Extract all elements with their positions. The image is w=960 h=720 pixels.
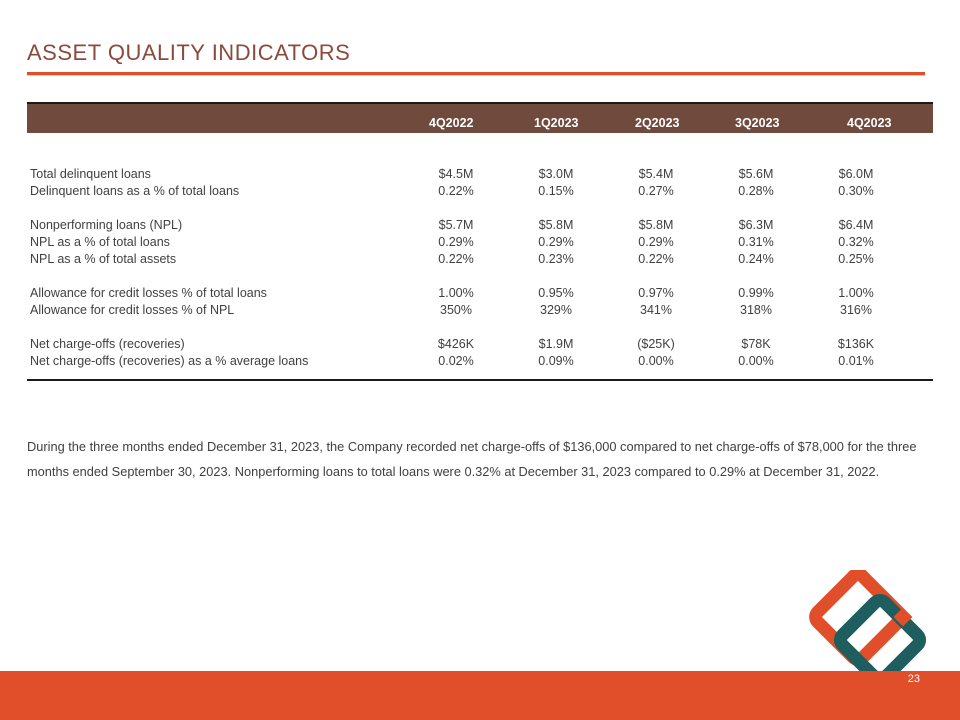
title-underline	[27, 72, 925, 75]
table-body: Total delinquent loans $4.5M $3.0M $5.4M…	[27, 133, 933, 379]
table-row: Allowance for credit losses % of total l…	[27, 285, 933, 302]
cell-value: 0.22%	[638, 252, 674, 266]
interlocked-diamonds-logo-icon	[809, 570, 927, 687]
summary-paragraph: During the three months ended December 3…	[27, 439, 917, 479]
row-label: Total delinquent loans	[30, 167, 151, 181]
cell-value: $5.7M	[438, 218, 474, 232]
cell-value: 341%	[640, 303, 672, 317]
row-label: NPL as a % of total assets	[30, 252, 177, 266]
cell-value: 318%	[740, 303, 772, 317]
cell-value: $136K	[837, 337, 875, 351]
row-label: Allowance for credit losses % of NPL	[30, 303, 235, 317]
cell-value: 1.00%	[438, 286, 474, 300]
cell-value: 0.25%	[838, 252, 874, 266]
table-row: Allowance for credit losses % of NPL 350…	[27, 302, 933, 319]
table-row: Total delinquent loans $4.5M $3.0M $5.4M…	[27, 166, 933, 183]
cell-value: 0.00%	[738, 354, 774, 368]
cell-value: $5.8M	[638, 218, 674, 232]
cell-value: $5.8M	[538, 218, 574, 232]
cell-value: 0.28%	[738, 184, 774, 198]
header-3q2023: 3Q2023	[735, 116, 780, 130]
cell-value: $5.4M	[638, 167, 674, 181]
title-underline-shadow	[27, 75, 925, 76]
cell-value: $6.0M	[838, 167, 874, 181]
cell-value: 0.01%	[838, 354, 874, 368]
cell-value: 0.30%	[838, 184, 874, 198]
page-number: 23	[907, 673, 920, 685]
cell-value: 0.15%	[538, 184, 574, 198]
row-label: Nonperforming loans (NPL)	[30, 218, 183, 232]
cell-value: $6.3M	[738, 218, 774, 232]
cell-value: $3.0M	[538, 167, 574, 181]
header-1q2023: 1Q2023	[534, 116, 579, 130]
cell-value: 316%	[840, 303, 872, 317]
table-row: NPL as a % of total assets 0.22% 0.23% 0…	[27, 251, 933, 268]
row-label: Allowance for credit losses % of total l…	[30, 286, 267, 300]
table-row: NPL as a % of total loans 0.29% 0.29% 0.…	[27, 234, 933, 251]
row-label: Net charge-offs (recoveries)	[30, 337, 185, 351]
cell-value: 0.02%	[438, 354, 474, 368]
header-4q2023: 4Q2023	[847, 116, 892, 130]
cell-value: 0.29%	[638, 235, 674, 249]
row-label: Delinquent loans as a % of total loans	[30, 184, 240, 198]
cell-value: 0.29%	[438, 235, 474, 249]
cell-value: 1.00%	[838, 286, 874, 300]
cell-value: 329%	[540, 303, 572, 317]
cell-value: $4.5M	[438, 167, 474, 181]
table-row: Net charge-offs (recoveries) as a % aver…	[27, 353, 933, 370]
cell-value: 0.27%	[638, 184, 674, 198]
cell-value: 0.22%	[438, 184, 474, 198]
table-row: Net charge-offs (recoveries) $426K $1.9M…	[27, 336, 933, 353]
page-title: ASSET QUALITY INDICATORS	[27, 40, 351, 65]
cell-value: 0.24%	[738, 252, 774, 266]
cell-value: 0.95%	[538, 286, 574, 300]
cell-value: 0.23%	[538, 252, 574, 266]
asset-quality-table: 4Q2022 1Q2023 2Q2023 3Q2023 4Q2023 Total…	[27, 102, 933, 381]
table-row: Nonperforming loans (NPL) $5.7M $5.8M $5…	[27, 217, 933, 234]
header-4q2022: 4Q2022	[429, 116, 474, 130]
cell-value: 0.29%	[538, 235, 574, 249]
table-header-row: 4Q2022 1Q2023 2Q2023 3Q2023 4Q2023	[27, 104, 933, 133]
cell-value: $426K	[437, 337, 475, 351]
cell-value: 0.22%	[438, 252, 474, 266]
cell-value: ($25K)	[637, 337, 675, 351]
footer-bar	[0, 671, 960, 720]
cell-value: 0.99%	[738, 286, 774, 300]
cell-value: 350%	[440, 303, 472, 317]
cell-value: 0.31%	[738, 235, 774, 249]
header-2q2023: 2Q2023	[635, 116, 680, 130]
cell-value: $6.4M	[838, 218, 874, 232]
row-label: Net charge-offs (recoveries) as a % aver…	[30, 354, 309, 368]
table-top-border	[27, 102, 933, 104]
cell-value: 0.32%	[838, 235, 874, 249]
cell-value: 0.97%	[638, 286, 674, 300]
table-row: Delinquent loans as a % of total loans 0…	[27, 183, 933, 200]
cell-value: 0.00%	[638, 354, 674, 368]
cell-value: $1.9M	[538, 337, 574, 351]
cell-value: $78K	[741, 337, 771, 351]
row-label: NPL as a % of total loans	[30, 235, 170, 249]
cell-value: $5.6M	[738, 167, 774, 181]
table-bottom-border	[27, 379, 933, 381]
cell-value: 0.09%	[538, 354, 574, 368]
